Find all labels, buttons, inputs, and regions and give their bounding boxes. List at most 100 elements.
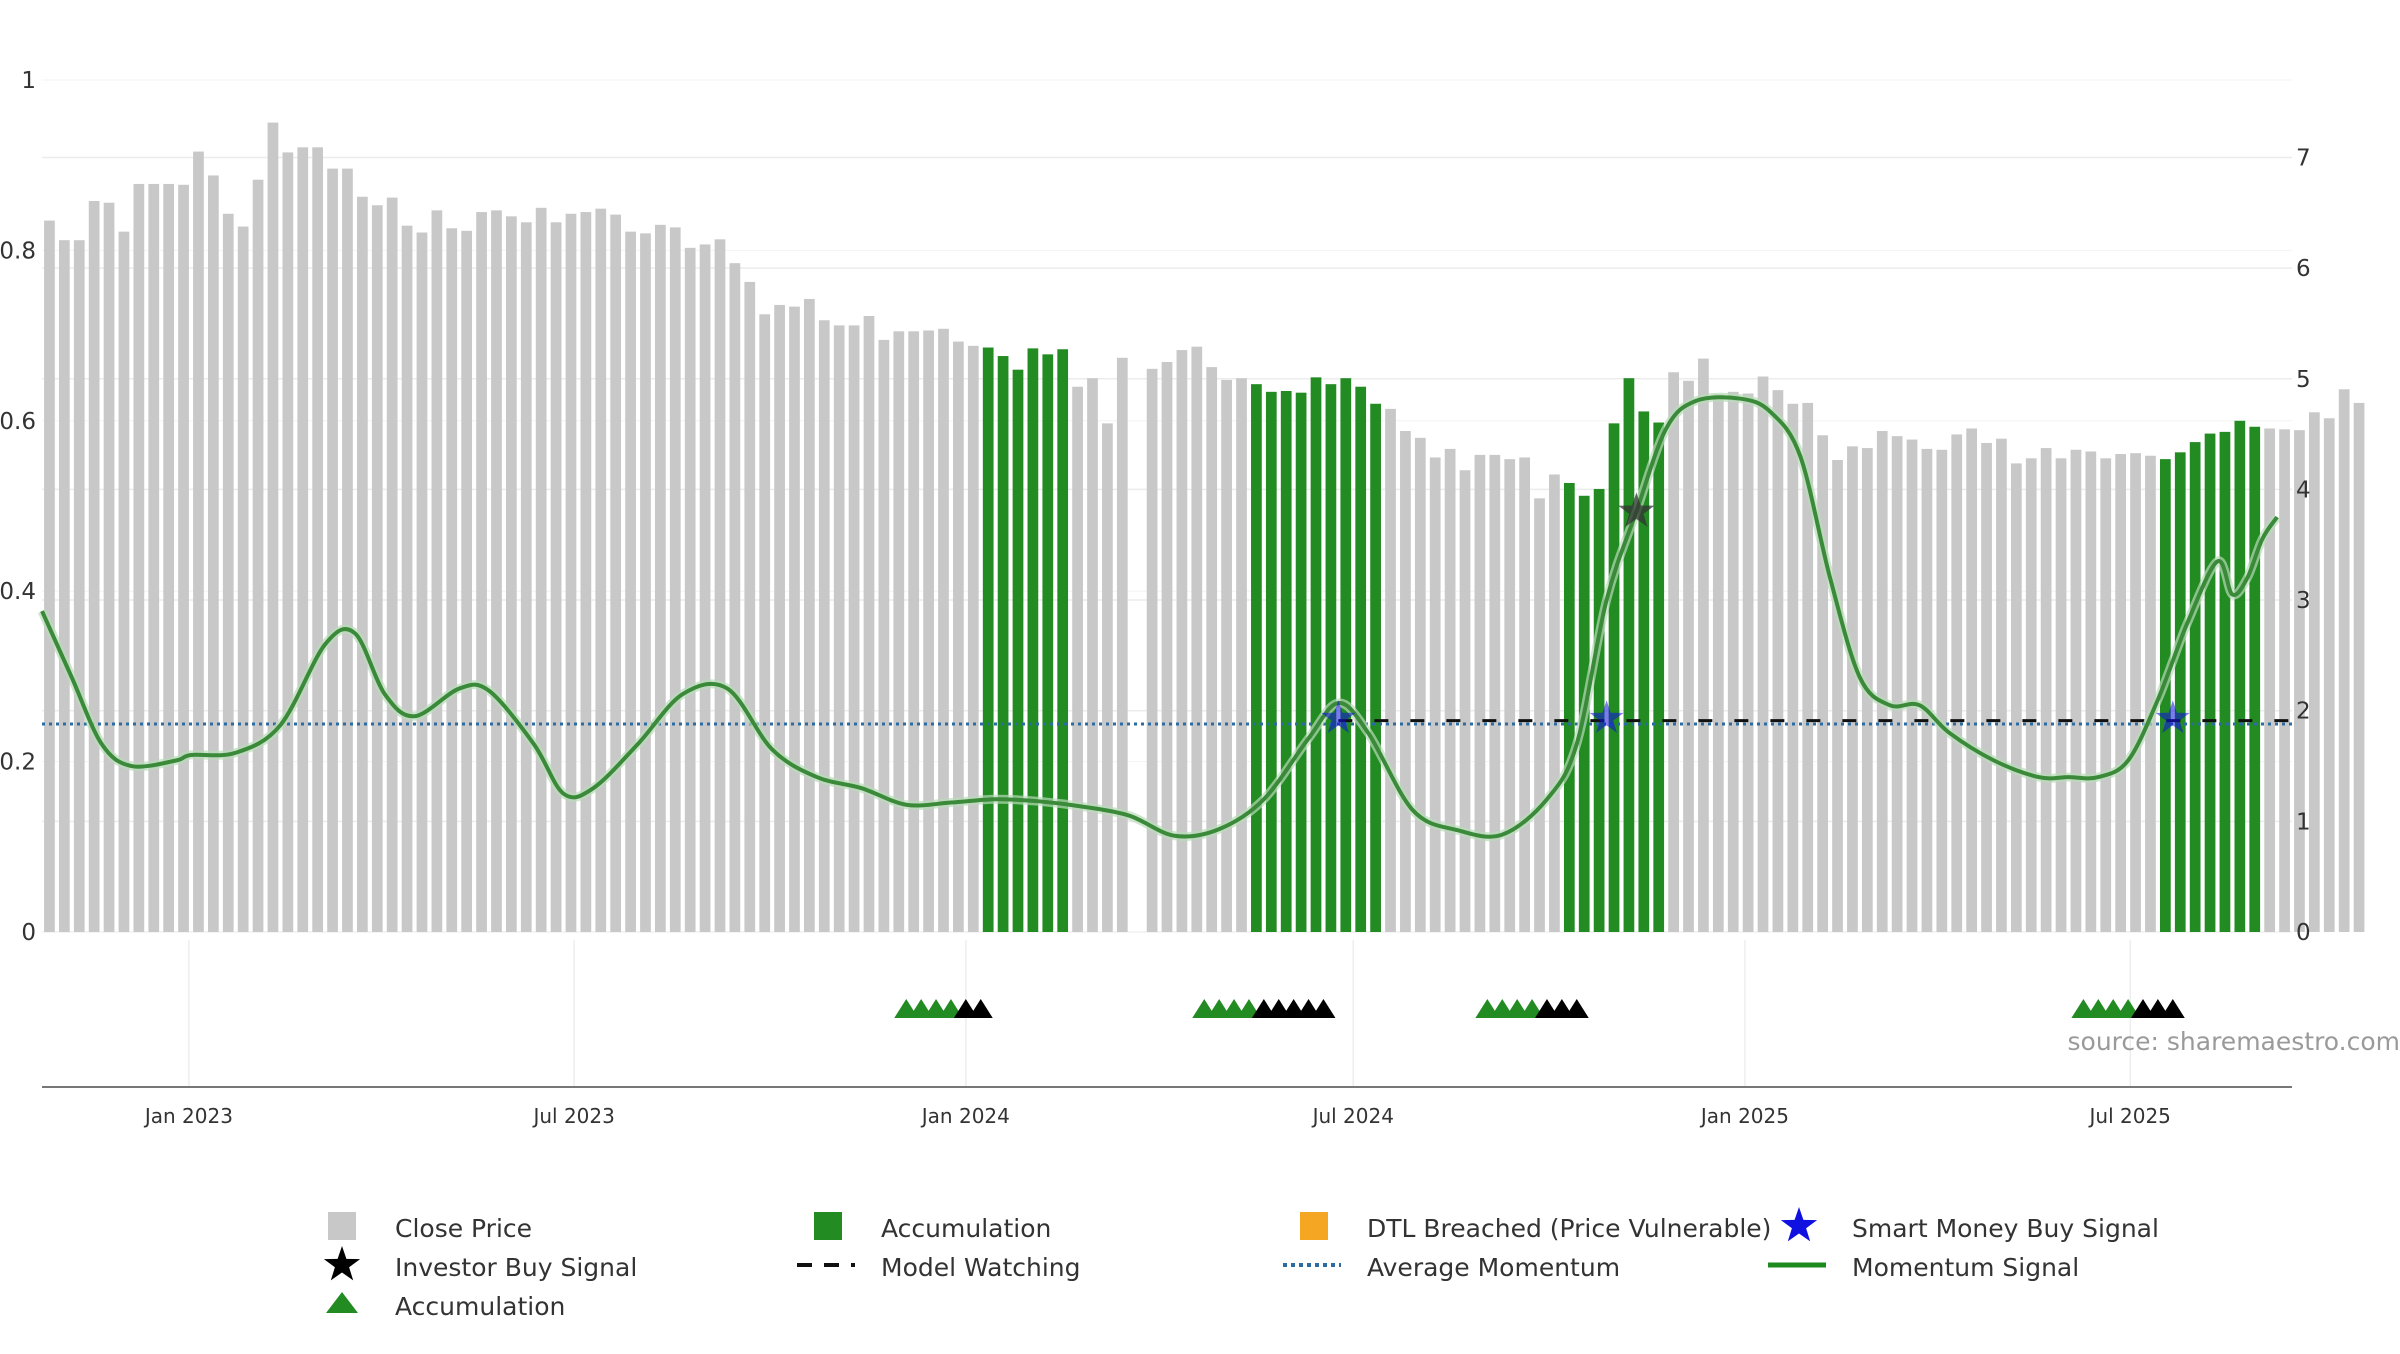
close-price-bar: [715, 239, 726, 932]
close-price-bar: [1966, 428, 1977, 932]
close-price-bar: [74, 240, 85, 932]
close-price-bar: [44, 221, 55, 932]
legend-item: Accumulation: [326, 1292, 565, 1321]
accumulation-bar: [1028, 348, 1039, 932]
left-axis-tick-label: 0: [21, 920, 36, 946]
close-price-bar: [2085, 451, 2096, 932]
close-price-bar: [2354, 403, 2365, 932]
close-price-bar: [730, 263, 741, 932]
close-price-bar: [849, 325, 860, 932]
legend-item: Average Momentum: [1283, 1253, 1620, 1282]
close-price-bar: [774, 305, 785, 932]
right-axis-tick-label: 0: [2296, 920, 2311, 946]
close-price-bar: [819, 320, 830, 932]
accumulation-bar: [1296, 393, 1307, 932]
close-price-bar: [1504, 459, 1515, 932]
close-price-bar: [744, 282, 755, 932]
close-price-bar: [1877, 431, 1888, 932]
close-price-bar: [268, 123, 279, 932]
right-axis-tick-label: 3: [2296, 588, 2311, 614]
close-price-bar: [1773, 390, 1784, 932]
close-price-bar: [491, 210, 502, 932]
close-price-bar: [1981, 443, 1992, 932]
left-axis-tick-label: 0.8: [0, 238, 36, 264]
close-price-bar: [2279, 429, 2290, 932]
close-price-bar: [1698, 359, 1709, 932]
close-price-bar: [59, 240, 70, 932]
close-price-bar: [312, 147, 323, 932]
accumulation-bar: [998, 356, 1009, 932]
accumulation-bar: [1311, 377, 1322, 932]
close-price-bar: [223, 214, 234, 932]
close-price-bar: [655, 225, 666, 932]
black-triangle-marker: [1565, 999, 1589, 1018]
close-price-bar: [1415, 438, 1426, 932]
close-price-bar: [908, 331, 919, 932]
close-price-bar: [476, 212, 487, 932]
close-price-bar: [1936, 450, 1947, 932]
x-axis-tick-label: Jul 2023: [531, 1104, 614, 1128]
close-price-bar: [759, 314, 770, 932]
close-price-bar: [1475, 455, 1486, 932]
close-price-bar: [2294, 430, 2305, 932]
close-price-bar: [1117, 358, 1128, 932]
close-price-bar: [357, 197, 368, 932]
x-axis-tick-label: Jan 2024: [920, 1104, 1010, 1128]
close-price-bar: [1758, 376, 1769, 932]
close-price-bar: [1549, 474, 1560, 932]
close-price-bar: [1892, 436, 1903, 932]
legend-label: Accumulation: [395, 1292, 565, 1321]
close-price-bar: [253, 180, 264, 932]
close-price-bar: [2041, 448, 2052, 932]
accumulation-bar: [2249, 427, 2260, 932]
investor-legend-star-icon: [324, 1246, 360, 1280]
close-price-bar: [893, 331, 904, 932]
close-price-bar: [804, 299, 815, 932]
close-price-bar: [1683, 381, 1694, 932]
close-price-bar: [1922, 449, 1933, 932]
close-price-bar: [193, 152, 204, 932]
close-price-bar: [1206, 367, 1217, 932]
close-price-bar: [581, 212, 592, 932]
close-price-bar: [595, 209, 606, 932]
left-axis-tick-label: 1: [21, 68, 36, 94]
close-price-bar: [923, 330, 934, 932]
right-axis-tick-label: 5: [2296, 367, 2311, 393]
close-price-bar: [2056, 458, 2067, 932]
accumulation-bar: [1057, 349, 1068, 932]
legend-label: Momentum Signal: [1852, 1253, 2079, 1282]
right-axis-tick-label: 1: [2296, 809, 2311, 835]
close-price-bar: [461, 231, 472, 932]
close-price-bar: [297, 147, 308, 932]
x-axis-tick-label: Jan 2023: [143, 1104, 233, 1128]
legend-item: Smart Money Buy Signal: [1781, 1207, 2159, 1243]
close-price-bar: [1951, 434, 1962, 932]
close-price-bar: [1087, 378, 1098, 932]
close-price-bar: [1445, 449, 1456, 932]
close-price-bar: [432, 210, 443, 932]
close-price-bar: [342, 169, 353, 932]
close-price-bar: [670, 227, 681, 932]
close-price-bar: [938, 329, 949, 932]
legend-item: Momentum Signal: [1768, 1253, 2079, 1282]
close-price-bar: [1162, 362, 1173, 932]
accumulation-bar: [1624, 378, 1635, 932]
close-price-bar: [2339, 389, 2350, 932]
close-price-bar: [2100, 458, 2111, 932]
close-price-bar: [163, 184, 174, 932]
close-price-bar: [1996, 439, 2007, 932]
close-price-bar: [968, 346, 979, 932]
accumulation-bar: [983, 348, 994, 932]
close-price-bar: [104, 203, 115, 932]
close-price-bar: [1728, 392, 1739, 932]
close-price-bar: [625, 232, 636, 932]
legend-item: Close Price: [328, 1212, 532, 1243]
legend-item: Investor Buy Signal: [324, 1246, 637, 1282]
close-price-bar: [834, 325, 845, 932]
accumulation-bar: [2205, 434, 2216, 932]
close-price-bar: [640, 233, 651, 932]
black-triangle-marker: [2161, 999, 2185, 1018]
close-price-bar: [1236, 378, 1247, 932]
